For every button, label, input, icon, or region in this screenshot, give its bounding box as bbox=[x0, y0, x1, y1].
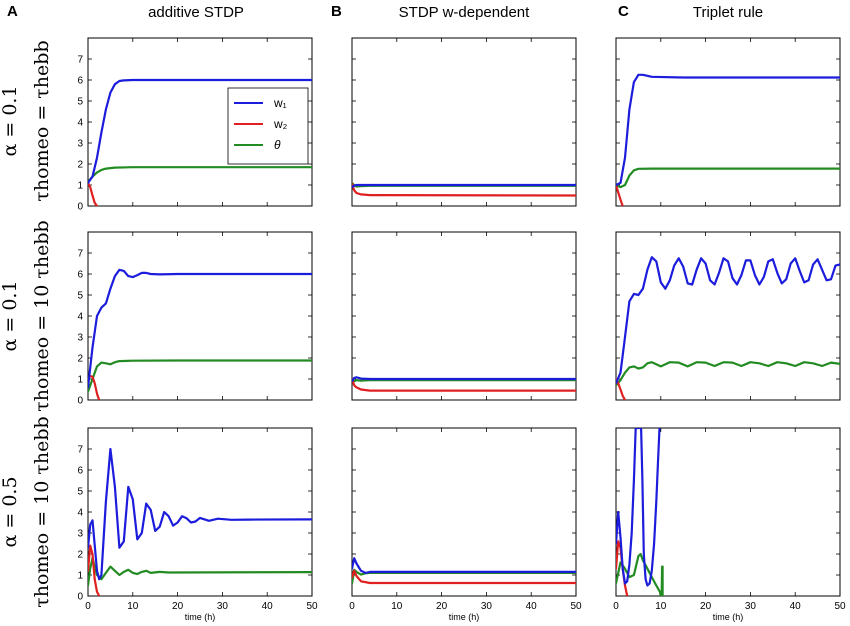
series-line-w2 bbox=[352, 569, 576, 585]
y-tick-label: 2 bbox=[77, 354, 83, 365]
series-line-w1 bbox=[88, 447, 312, 581]
row-label-tau-1: τhomeo = τhebb bbox=[31, 40, 53, 201]
legend-label-w1: w₁ bbox=[273, 96, 287, 110]
y-tick-label: 2 bbox=[77, 160, 83, 171]
row-label-tau-3: τhomeo = 10 τhebb bbox=[31, 416, 53, 607]
y-tick-label: 5 bbox=[77, 291, 83, 302]
x-tick-label: 50 bbox=[306, 601, 318, 612]
series-line-w1 bbox=[352, 376, 576, 383]
panel-r3-c2: 0 10 20 30 40 50 time (h) bbox=[349, 427, 582, 622]
x-tick-label: 20 bbox=[172, 601, 184, 612]
x-tick-label: 40 bbox=[262, 601, 274, 612]
series-line-w2 bbox=[616, 183, 624, 206]
x-axis-label: time (h) bbox=[185, 612, 216, 622]
y-tick-label: 1 bbox=[77, 375, 83, 386]
x-tick-label: 10 bbox=[391, 601, 403, 612]
y-tick-label: 4 bbox=[77, 118, 83, 129]
legend: w₁ w₂ θ bbox=[227, 87, 309, 165]
series-line-theta bbox=[616, 167, 840, 189]
column-title-additive-stdp: additive STDP bbox=[148, 4, 244, 21]
x-tick-label: 0 bbox=[349, 601, 355, 612]
y-tick-label: 0 bbox=[77, 592, 83, 603]
x-tick-label: 40 bbox=[790, 601, 802, 612]
y-tick-label: 7 bbox=[77, 55, 83, 66]
series-line-theta bbox=[88, 359, 312, 393]
y-tick-label: 0 bbox=[77, 202, 83, 213]
legend-label-theta: θ bbox=[274, 138, 281, 152]
y-tick-label: 6 bbox=[77, 270, 83, 281]
x-tick-label: 50 bbox=[570, 601, 582, 612]
axes-frame bbox=[87, 427, 313, 597]
axes-frame bbox=[87, 231, 313, 401]
y-tick-label: 3 bbox=[77, 529, 83, 540]
legend-box bbox=[227, 87, 309, 165]
x-axis-label: time (h) bbox=[449, 612, 480, 622]
series-line-w1 bbox=[88, 268, 312, 389]
x-tick-label: 30 bbox=[217, 601, 229, 612]
column-title-triplet-rule: Triplet rule bbox=[693, 4, 763, 21]
y-tick-label: 0 bbox=[77, 396, 83, 407]
y-tick-label: 6 bbox=[77, 466, 83, 477]
panel-r3-c3: 0 10 20 30 40 50 time (h) bbox=[613, 427, 846, 622]
y-tick-label: 3 bbox=[77, 333, 83, 344]
x-tick-label: 20 bbox=[700, 601, 712, 612]
series-line-w2 bbox=[352, 182, 576, 197]
series-line-w1 bbox=[616, 428, 661, 587]
x-tick-label: 0 bbox=[613, 601, 619, 612]
y-tick-label: 1 bbox=[77, 571, 83, 582]
axes-frame bbox=[351, 427, 577, 597]
x-tick-label: 20 bbox=[436, 601, 448, 612]
y-tick-label: 5 bbox=[77, 97, 83, 108]
x-tick-label: 30 bbox=[481, 601, 493, 612]
series-line-w2 bbox=[88, 544, 101, 596]
y-tick-label: 7 bbox=[77, 249, 83, 260]
series-line-w1 bbox=[88, 78, 312, 184]
panel-r1-c2 bbox=[351, 37, 577, 207]
axes-frame bbox=[615, 231, 841, 401]
axes-frame bbox=[351, 231, 577, 401]
y-tick-label: 3 bbox=[77, 139, 83, 150]
row-label-alpha-1: α = 0.1 bbox=[0, 85, 21, 156]
series-line-w2 bbox=[352, 377, 576, 392]
x-tick-label: 10 bbox=[655, 601, 667, 612]
panel-r2-c2 bbox=[351, 231, 577, 401]
row-label-alpha-2: α = 0.1 bbox=[0, 280, 21, 351]
series-line-w1 bbox=[352, 183, 576, 189]
row-label-alpha-3: α = 0.5 bbox=[0, 476, 21, 547]
x-tick-label: 0 bbox=[85, 601, 91, 612]
series-line-w1 bbox=[616, 73, 840, 187]
series-line-w2 bbox=[88, 181, 99, 206]
x-tick-label: 30 bbox=[745, 601, 757, 612]
row-label-tau-2: τhomeo = 10 τhebb bbox=[31, 220, 53, 411]
y-tick-label: 5 bbox=[77, 487, 83, 498]
legend-label-w2: w₂ bbox=[273, 117, 288, 131]
panel-letter-b: B bbox=[331, 3, 342, 20]
x-axis-label: time (h) bbox=[713, 612, 744, 622]
panel-letter-a: A bbox=[7, 3, 18, 20]
y-tick-label: 2 bbox=[77, 550, 83, 561]
panel-r1-c3 bbox=[615, 37, 841, 207]
x-tick-label: 40 bbox=[526, 601, 538, 612]
panel-r2-c1: 0 1 2 3 4 5 6 7 bbox=[77, 231, 313, 407]
axes-frame bbox=[615, 427, 841, 597]
series-line-w1 bbox=[352, 557, 576, 574]
panel-letter-c: C bbox=[618, 3, 629, 20]
series-line-w1 bbox=[616, 256, 840, 385]
panel-r3-c1: 0 10 20 30 40 50 0 1 2 3 4 5 6 7 time (h) bbox=[77, 427, 318, 622]
axes-frame bbox=[615, 37, 841, 207]
x-tick-label: 10 bbox=[127, 601, 139, 612]
series-line-theta bbox=[616, 361, 840, 387]
panel-r2-c3 bbox=[615, 231, 841, 401]
y-tick-label: 4 bbox=[77, 508, 83, 519]
y-tick-label: 4 bbox=[77, 312, 83, 323]
column-title-stdp-w-dependent: STDP w-dependent bbox=[399, 4, 530, 21]
y-tick-label: 7 bbox=[77, 445, 83, 456]
y-tick-label: 1 bbox=[77, 181, 83, 192]
x-tick-label: 50 bbox=[834, 601, 846, 612]
y-tick-label: 6 bbox=[77, 76, 83, 87]
axes-frame bbox=[351, 37, 577, 207]
